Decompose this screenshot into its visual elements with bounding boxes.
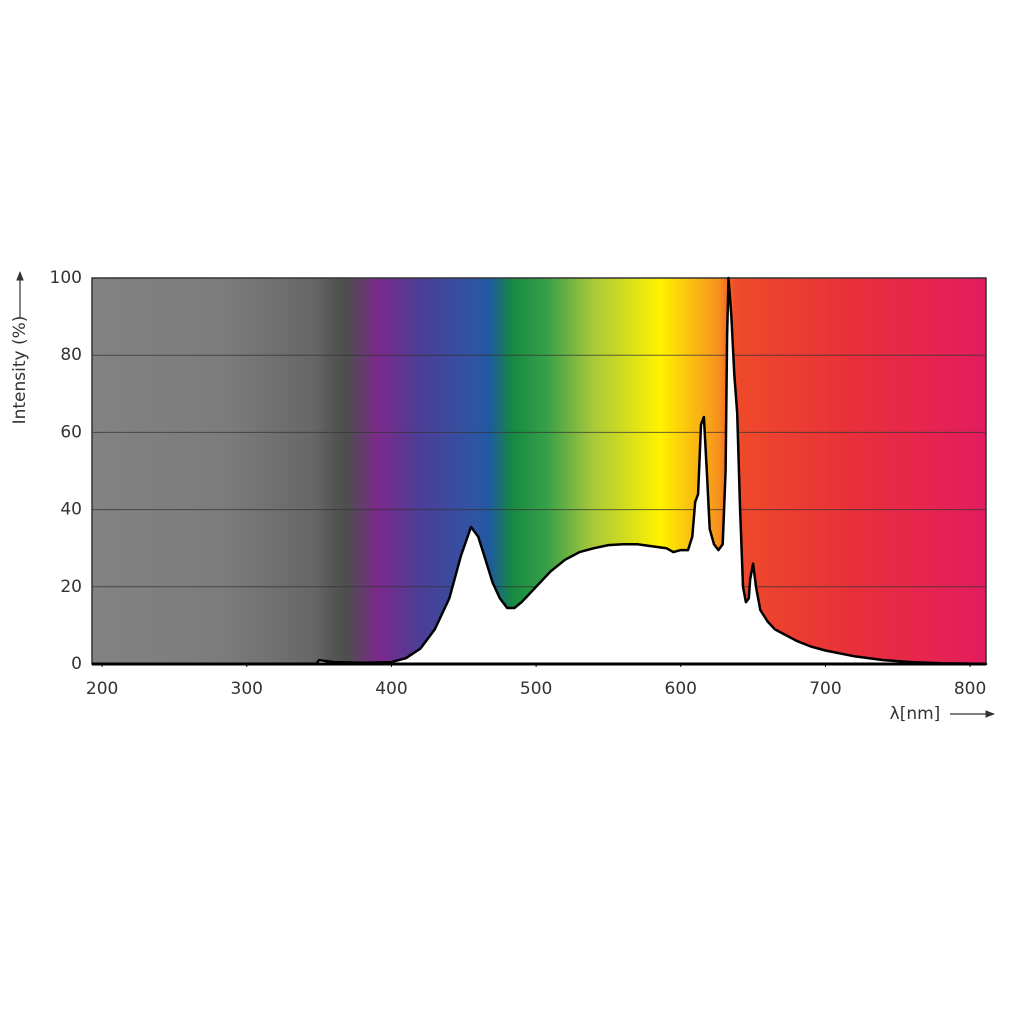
x-tick-label: 400 xyxy=(375,679,407,699)
y-tick-label: 20 xyxy=(60,577,82,597)
y-tick-label: 0 xyxy=(71,654,82,674)
spectrum-area xyxy=(314,276,988,666)
x-axis-label: λ[nm] xyxy=(890,704,941,724)
y-tick-label: 60 xyxy=(60,422,82,442)
y-tick-label: 40 xyxy=(60,500,82,520)
x-tick-label: 700 xyxy=(809,679,841,699)
x-tick-label: 300 xyxy=(231,679,263,699)
x-tick-label: 200 xyxy=(86,679,118,699)
x-tick-label: 500 xyxy=(520,679,552,699)
y-tick-label: 100 xyxy=(50,268,82,288)
y-axis-label: Intensity (%) xyxy=(10,316,30,425)
x-tick-label: 600 xyxy=(665,679,697,699)
y-tick-label: 80 xyxy=(60,345,82,365)
x-tick-label: 800 xyxy=(954,679,986,699)
